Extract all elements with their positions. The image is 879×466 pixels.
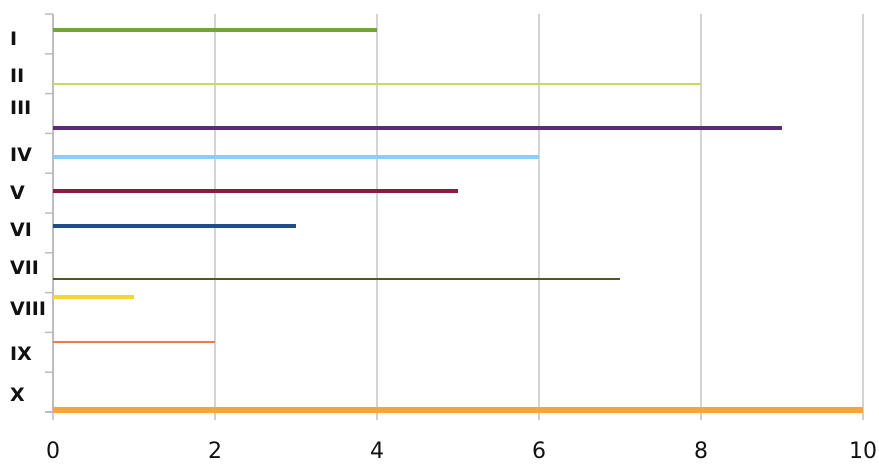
x-tick-label: 10 bbox=[849, 439, 877, 464]
gridlines bbox=[214, 14, 864, 412]
category-label-x: X bbox=[10, 384, 25, 406]
category-label-vii: VII bbox=[10, 257, 39, 279]
x-tick-label: 0 bbox=[46, 439, 60, 464]
category-label-iv: IV bbox=[10, 144, 32, 166]
x-tick-label: 2 bbox=[208, 439, 222, 464]
category-label-i: I bbox=[10, 28, 17, 50]
category-label-v: V bbox=[10, 182, 25, 204]
x-tick-label: 8 bbox=[694, 439, 708, 464]
category-label-vi: VI bbox=[10, 219, 32, 241]
category-label-ix: IX bbox=[10, 343, 32, 365]
category-label-viii: VIII bbox=[10, 298, 46, 320]
axes bbox=[45, 13, 864, 420]
bars bbox=[53, 28, 863, 413]
x-tick-label: 4 bbox=[370, 439, 384, 464]
x-tick-label: 6 bbox=[532, 439, 546, 464]
x-tick-labels: 0 2 4 6 8 10 bbox=[46, 439, 877, 464]
category-label-ii: II bbox=[10, 65, 24, 87]
category-label-iii: III bbox=[10, 97, 31, 119]
